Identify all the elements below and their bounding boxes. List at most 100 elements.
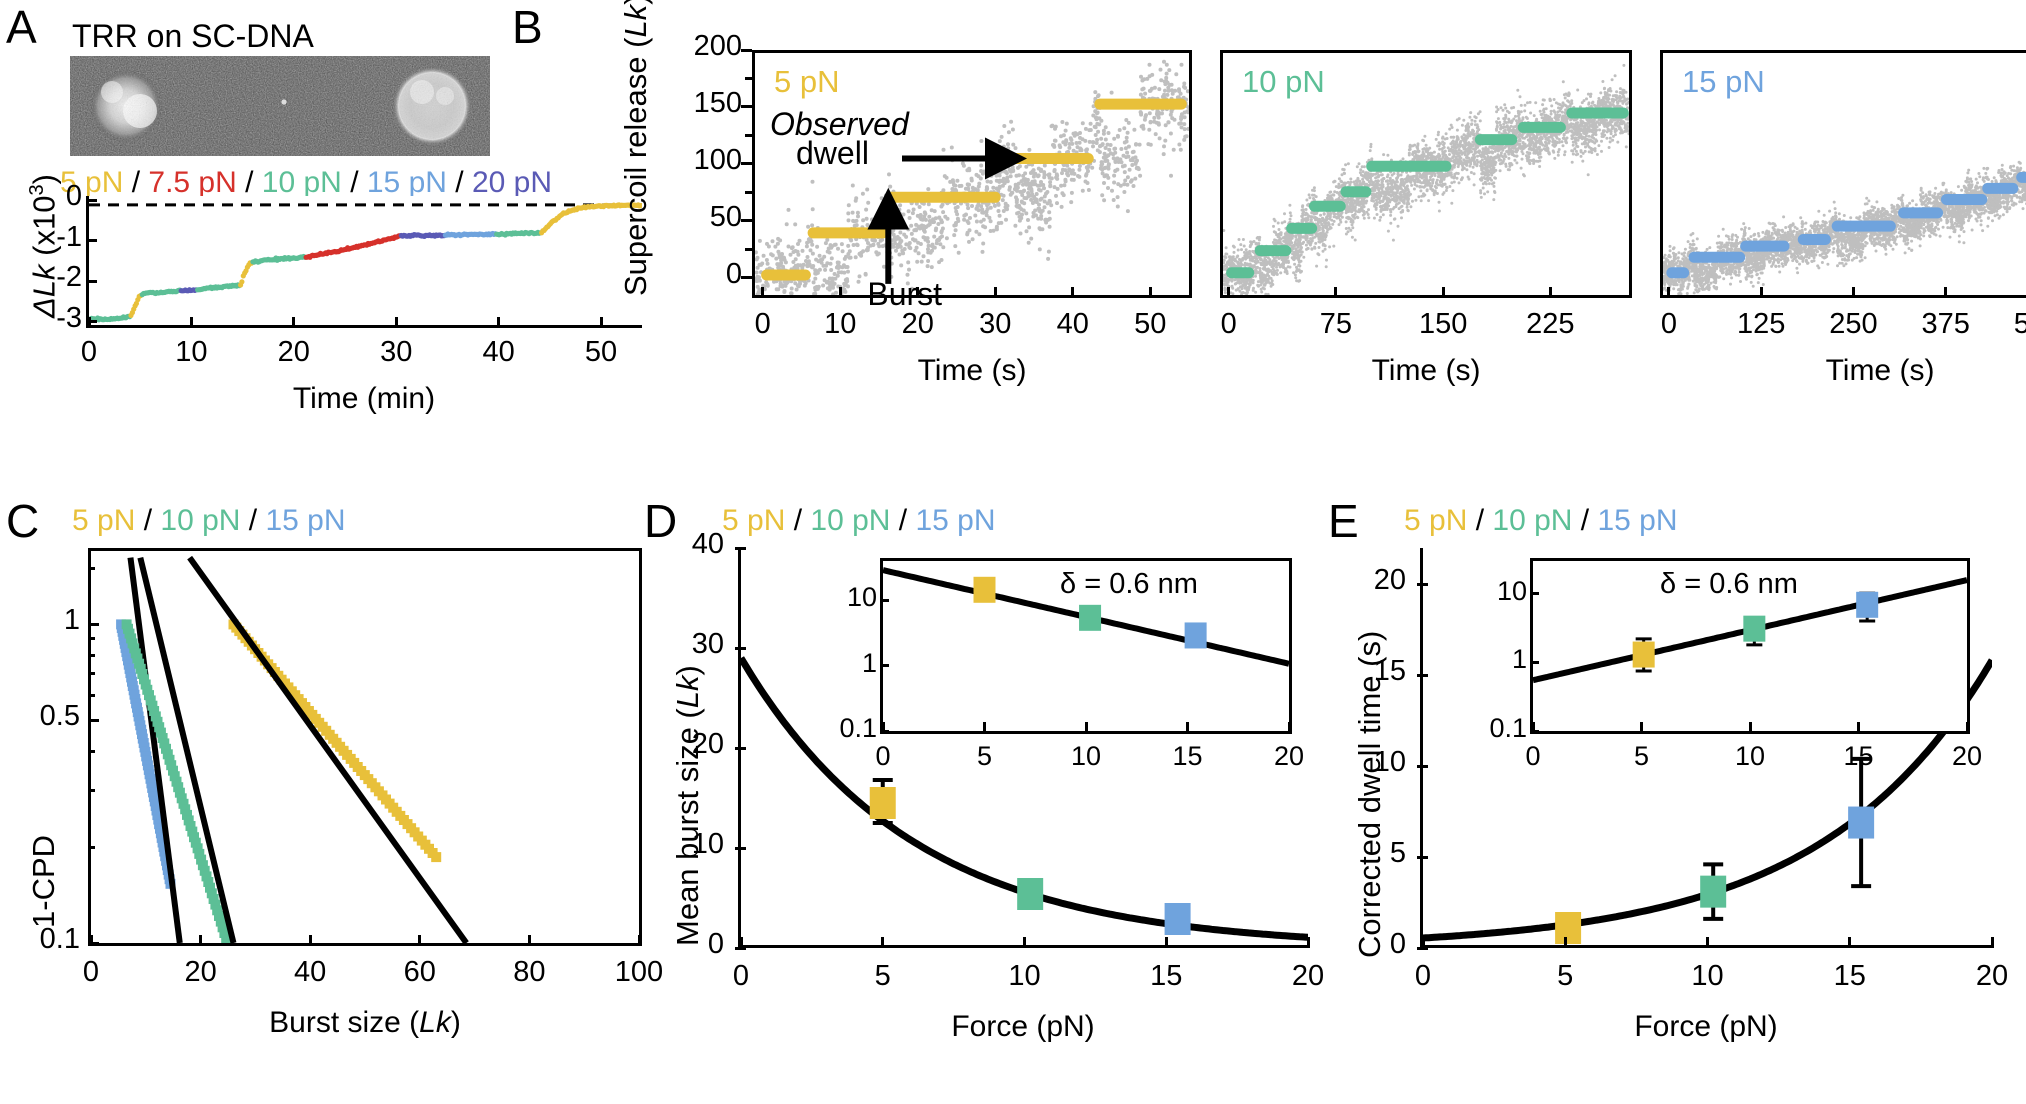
axis-tick-mark — [761, 287, 765, 298]
axis-tick-label: 30 — [380, 336, 413, 368]
axis-tick-mark — [880, 664, 889, 668]
legend-entry: 5 pN — [722, 504, 786, 537]
axis-tick-label: 10 — [691, 828, 724, 860]
axis-tick-label: 20 — [1975, 960, 2009, 992]
axis-tick-mark — [1227, 287, 1231, 298]
inset-axis-tick-label: 10 — [846, 582, 877, 613]
axis-tick-mark — [1334, 287, 1338, 298]
axis-tick-mark — [1421, 937, 1425, 948]
axis-tick-mark — [1640, 722, 1643, 731]
axis-tick-label: 0 — [732, 960, 750, 992]
axis-tick-mark — [1530, 729, 1539, 733]
inset-axis-tick-label: 10 — [1734, 741, 1766, 771]
axis-tick-mark — [1530, 592, 1539, 596]
axis-tick-label: -2 — [56, 261, 82, 294]
axis-tick-label: 15 — [1373, 655, 1406, 688]
axis-tick-label: 5 — [1557, 960, 1574, 992]
axis-tick-mark — [1848, 937, 1852, 948]
axis-tick-mark — [1023, 937, 1026, 948]
axis-tick-mark — [88, 622, 99, 626]
axis-tick-label: 5 — [1389, 837, 1406, 870]
axis-tick-label: 0 — [1389, 928, 1406, 960]
panel-b-subplot-plot-1 — [1223, 63, 1629, 295]
axis-tick-mark — [86, 239, 97, 243]
panel-a-title: TRR on SC-DNA — [72, 18, 314, 54]
inset-axis-tick-label: 10 — [1496, 575, 1527, 606]
axis-minor-tick — [88, 637, 95, 641]
axis-minor-tick — [88, 653, 95, 657]
axis-tick-label: 40 — [1056, 308, 1089, 340]
panel-b-force-label-1: 10 pN — [1242, 64, 1325, 99]
axis-minor-tick — [88, 693, 95, 697]
axis-tick-mark — [637, 935, 641, 946]
axis-tick-label: 80 — [513, 956, 546, 988]
dwell-annotation: dwell — [796, 135, 869, 172]
legend-entry: / — [123, 166, 149, 199]
legend-entry: 15 pN — [265, 504, 346, 537]
axis-tick-mark — [1965, 722, 1969, 731]
axis-tick-mark — [880, 729, 889, 733]
inset-axis-tick-label: 1 — [861, 647, 877, 678]
panel-a-legend: 5 pN / 7.5 pN / 10 pN / 15 pN / 20 pN — [60, 166, 552, 200]
panel-d-inset-plot — [883, 567, 1289, 667]
panel-c-legend: 5 pN / 10 pN / 15 pN — [72, 504, 346, 538]
panel-e-inset-plot — [1533, 577, 1967, 684]
panel-d-label: D — [644, 495, 678, 547]
axis-tick-label: 150 — [1418, 308, 1468, 340]
legend-entry: 10 pN — [810, 504, 891, 537]
legend-entry: 15 pN — [915, 504, 996, 537]
panel-a-plot — [89, 202, 642, 323]
axis-tick-label: 20 — [691, 728, 724, 760]
inset-axis-tick-label: 5 — [976, 741, 993, 771]
axis-minor-tick — [88, 789, 95, 793]
panel-d-plot — [741, 656, 1308, 941]
axis-tick-label: 10 — [175, 336, 208, 368]
axis-tick-mark — [418, 935, 422, 946]
axis-tick-label: 60 — [403, 956, 436, 988]
axis-tick-label: 40 — [482, 336, 515, 368]
axis-tick-mark — [1944, 287, 1948, 298]
panel-c-plot — [116, 555, 469, 943]
legend-entry: / — [240, 504, 266, 537]
axis-tick-mark — [735, 746, 746, 750]
axis-tick-label: 0 — [707, 928, 724, 960]
axis-tick-mark — [741, 276, 752, 280]
panel-a-x-axis-title: Time (min) — [292, 382, 436, 415]
inset-axis-tick-label: 10 — [1070, 741, 1102, 771]
axis-minor-tick — [88, 845, 95, 849]
legend-entry: 15 pN — [366, 166, 447, 199]
axis-tick-mark — [1548, 287, 1552, 298]
axis-tick-mark — [1563, 937, 1567, 948]
legend-entry: / — [236, 166, 262, 199]
legend-entry: / — [890, 504, 916, 537]
inset-axis-tick-label: 5 — [1633, 741, 1650, 771]
axis-tick-label: -1 — [56, 220, 82, 253]
inset-axis-tick-label: 15 — [1843, 741, 1874, 771]
inset-axis-tick-label: 0.1 — [1489, 713, 1527, 743]
axis-tick-label: 0 — [1660, 308, 1677, 340]
axis-tick-label: 100 — [614, 956, 664, 988]
axis-tick-mark — [735, 946, 746, 950]
axis-tick-label: 500 — [2013, 308, 2026, 340]
axis-minor-tick — [745, 247, 752, 251]
axis-tick-label: 0 — [82, 956, 100, 988]
axis-tick-mark — [87, 317, 91, 328]
panel-d-y-axis-title: Mean burst size (Lk) — [670, 665, 705, 946]
legend-entry: 5 pN — [60, 166, 124, 199]
inset-axis-tick-label: 20 — [1951, 741, 1983, 771]
axis-tick-mark — [1071, 287, 1075, 298]
axis-tick-label: -3 — [56, 301, 82, 334]
panel-b-subplot-frame-0 — [752, 50, 1192, 298]
axis-tick-label: 375 — [1921, 308, 1970, 340]
axis-tick-mark — [1417, 855, 1428, 859]
axis-tick-mark — [735, 846, 746, 850]
panel-b-subplot-plot-0 — [755, 59, 1189, 295]
axis-tick-label: 150 — [693, 86, 742, 119]
axis-tick-label: 0 — [1220, 308, 1237, 340]
axis-tick-mark — [1417, 946, 1428, 950]
axis-tick-label: 225 — [1526, 308, 1575, 340]
panel-d-inset-annotation: δ = 0.6 nm — [1060, 568, 1198, 600]
axis-tick-mark — [86, 279, 97, 283]
axis-minor-tick — [88, 566, 95, 570]
